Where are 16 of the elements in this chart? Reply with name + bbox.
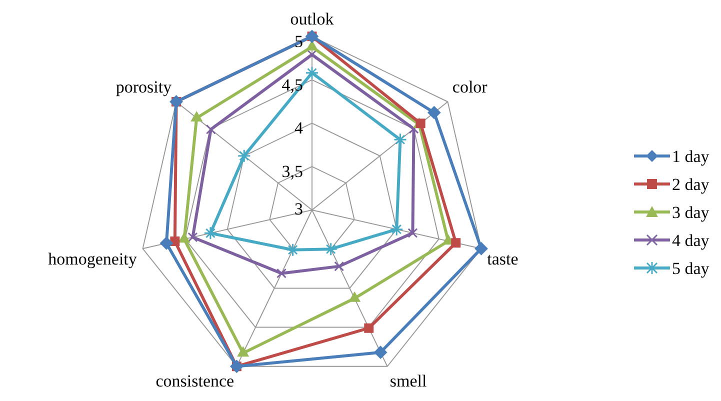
legend-label: 2 day xyxy=(672,175,710,194)
legend-label: 4 day xyxy=(672,231,710,250)
spoke-label: consistence xyxy=(156,371,234,390)
spoke-label: taste xyxy=(487,250,518,269)
legend-label: 5 day xyxy=(672,259,710,278)
legend-label: 1 day xyxy=(672,147,710,166)
y-tick-label: 4 xyxy=(294,118,304,138)
spoke-label: porosity xyxy=(116,77,172,96)
y-tick-label: 3,5 xyxy=(282,162,303,182)
y-tick-label: 3 xyxy=(294,199,303,218)
spoke-label: homogeneity xyxy=(48,250,138,269)
legend-label: 3 day xyxy=(672,203,710,222)
spoke-label: outlok xyxy=(290,10,334,29)
spoke-label: smell xyxy=(390,371,428,390)
y-tick-label: 4,5 xyxy=(282,75,303,94)
spoke-label: color xyxy=(452,77,488,96)
